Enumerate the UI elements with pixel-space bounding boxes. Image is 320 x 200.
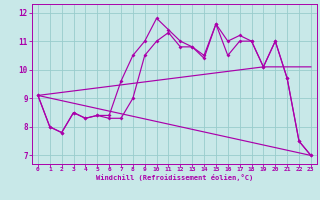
X-axis label: Windchill (Refroidissement éolien,°C): Windchill (Refroidissement éolien,°C)	[96, 174, 253, 181]
